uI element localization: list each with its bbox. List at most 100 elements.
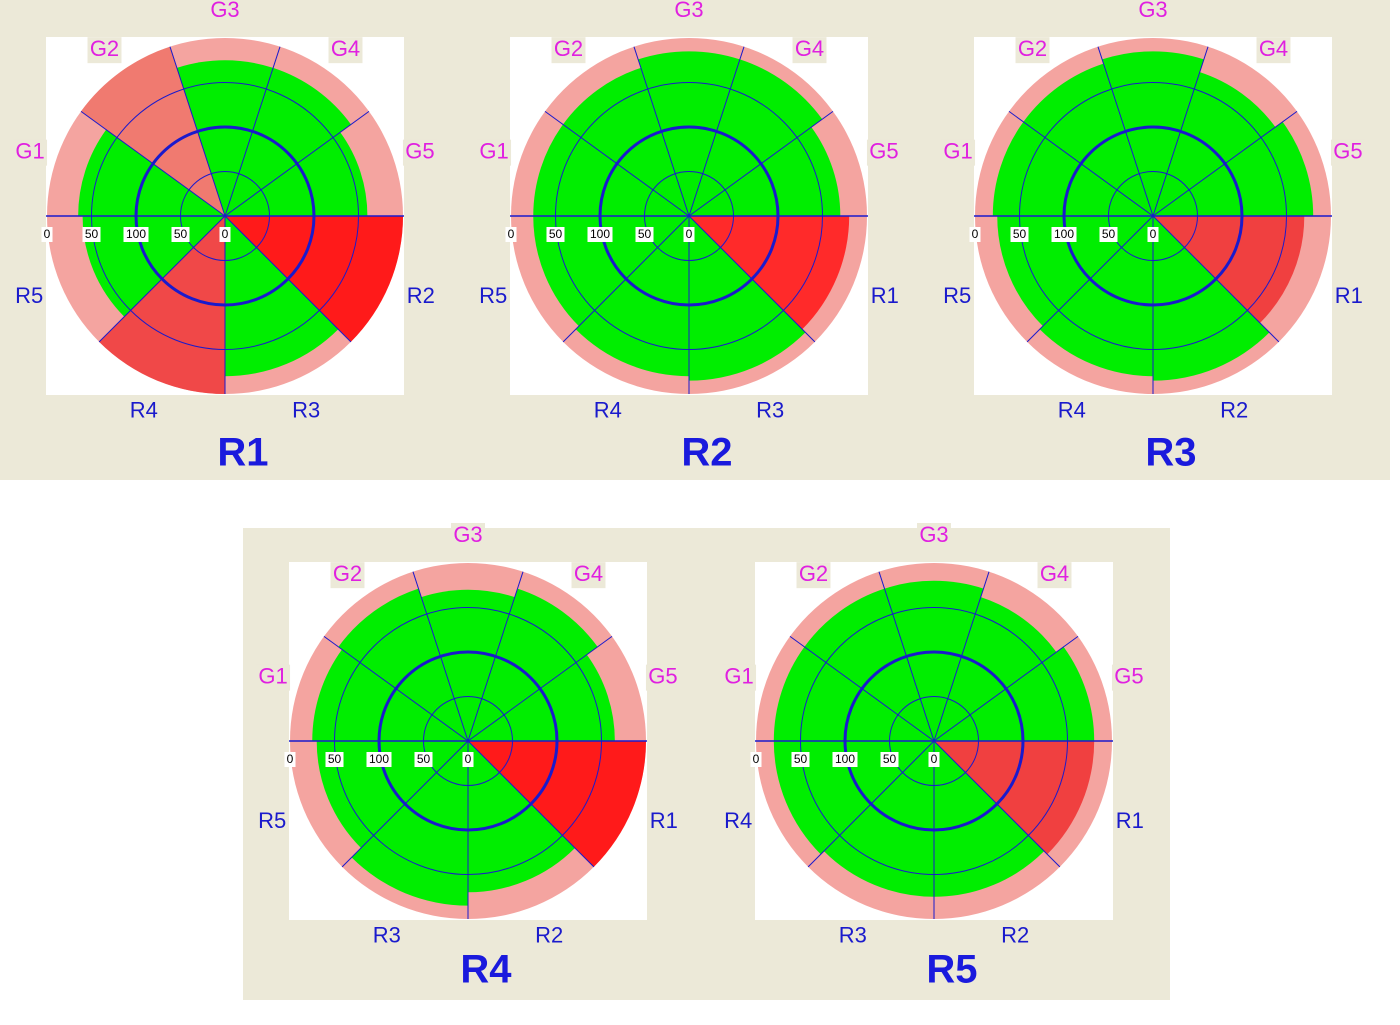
label-bg: [941, 139, 976, 166]
sector: [533, 216, 689, 327]
sector: [1102, 51, 1204, 216]
sector: [80, 46, 226, 216]
sector-label: R2: [407, 283, 435, 308]
r-tick-label: 50: [1013, 227, 1027, 241]
sector: [225, 216, 403, 342]
sector-label: R1: [871, 283, 899, 308]
sector-label: R1: [650, 808, 678, 833]
r-tick-label: 50: [417, 752, 431, 766]
sector-divider: [467, 635, 613, 742]
tick-bg: [969, 227, 981, 242]
sector-divider: [633, 46, 690, 217]
tick-bg: [1051, 227, 1077, 242]
sector: [934, 597, 1057, 741]
sector: [1023, 63, 1153, 216]
sector-label: R1: [1335, 283, 1363, 308]
sector-label: R2: [535, 923, 563, 948]
r-tick-label: 100: [835, 752, 855, 766]
label-bg: [451, 523, 485, 549]
sector-divider: [544, 110, 690, 217]
chart-title: R1: [217, 431, 268, 475]
sector-label: G3: [453, 522, 482, 547]
sector-divider: [1008, 110, 1154, 217]
sector: [562, 67, 689, 216]
sector: [1153, 216, 1305, 323]
sector-divider: [467, 571, 524, 742]
sector-divider: [98, 215, 226, 343]
sector-label: G5: [869, 138, 898, 163]
r-tick-label: 100: [590, 227, 610, 241]
r-tick-label: 50: [328, 752, 342, 766]
r-tick-label: 0: [686, 227, 693, 241]
tick-bg: [414, 752, 433, 767]
sector-label: G4: [574, 561, 603, 586]
sector-label: G2: [1018, 36, 1047, 61]
sector-divider: [1152, 215, 1280, 343]
sector-divider: [224, 46, 281, 217]
tick-bg: [791, 752, 810, 767]
sector-divider: [933, 635, 1079, 742]
sector: [773, 646, 934, 741]
sector-label: R1: [1116, 808, 1144, 833]
polar-chart: 0 50 100 50 0 G1 G2 G3 G4 G5 R1 R3 R4 R5 R2: [477, 0, 901, 475]
chart-title: R3: [1145, 431, 1196, 475]
sector-divider: [562, 215, 690, 343]
r-tick-label: 0: [1150, 227, 1157, 241]
sector: [225, 216, 339, 377]
sector-label: R5: [943, 283, 971, 308]
label-bg: [722, 664, 757, 691]
r-tick-label: 50: [794, 752, 808, 766]
sector: [468, 741, 575, 893]
tick-bg: [219, 227, 231, 242]
sector-label: G4: [1040, 561, 1069, 586]
label-bg: [866, 139, 901, 166]
sector-label: G5: [405, 138, 434, 163]
sector-label: R2: [1220, 398, 1248, 423]
label-bg: [571, 562, 606, 589]
sector: [689, 59, 823, 217]
sector-divider: [341, 740, 469, 868]
sector-label: R4: [1058, 398, 1086, 423]
label-bg: [796, 562, 831, 589]
sector-label: R5: [15, 283, 43, 308]
tick-bg: [1010, 227, 1029, 242]
polar-chart: 0 50 100 50 0 G1 G2 G3 G4 G5 R2 R3 R4 R5 R1: [13, 0, 437, 475]
sector: [338, 588, 468, 741]
sector-divider: [789, 635, 935, 742]
sector: [689, 216, 850, 330]
sector-divider: [807, 740, 935, 868]
sector: [316, 741, 468, 848]
label-bg: [645, 664, 680, 691]
tick-bg: [123, 227, 149, 242]
sector-label: R4: [130, 398, 158, 423]
label-bg: [256, 664, 291, 691]
sector-label: R5: [479, 283, 507, 308]
sector-label: G3: [210, 0, 239, 22]
sector-label: R5: [258, 808, 286, 833]
sector: [884, 580, 984, 741]
polar-chart: 0 50 100 50 0 G1 G2 G3 G4 G5 R1 R2 R4 R5 R3: [941, 0, 1365, 475]
sector-label: G5: [1114, 663, 1143, 688]
tick-bg: [750, 752, 762, 767]
label-bg: [792, 37, 827, 64]
r-tick-label: 50: [549, 227, 563, 241]
sector-divider: [224, 110, 370, 217]
sector: [638, 51, 740, 216]
chart-title: R5: [926, 948, 977, 992]
r-tick-label: 0: [931, 752, 938, 766]
sector-divider: [224, 215, 352, 343]
sector-divider: [1097, 46, 1154, 217]
tick-bg: [683, 227, 695, 242]
sector: [225, 132, 368, 216]
label-bg: [917, 523, 951, 549]
label-bg: [328, 37, 363, 64]
sector-label: G3: [1138, 0, 1167, 22]
sector: [99, 216, 225, 394]
r-tick-label: 50: [638, 227, 652, 241]
sector: [468, 654, 615, 741]
sector-divider: [467, 740, 595, 868]
sector: [804, 588, 934, 741]
sector-label: G4: [795, 36, 824, 61]
tick-bg: [635, 227, 654, 242]
r-tick-label: 100: [126, 227, 146, 241]
